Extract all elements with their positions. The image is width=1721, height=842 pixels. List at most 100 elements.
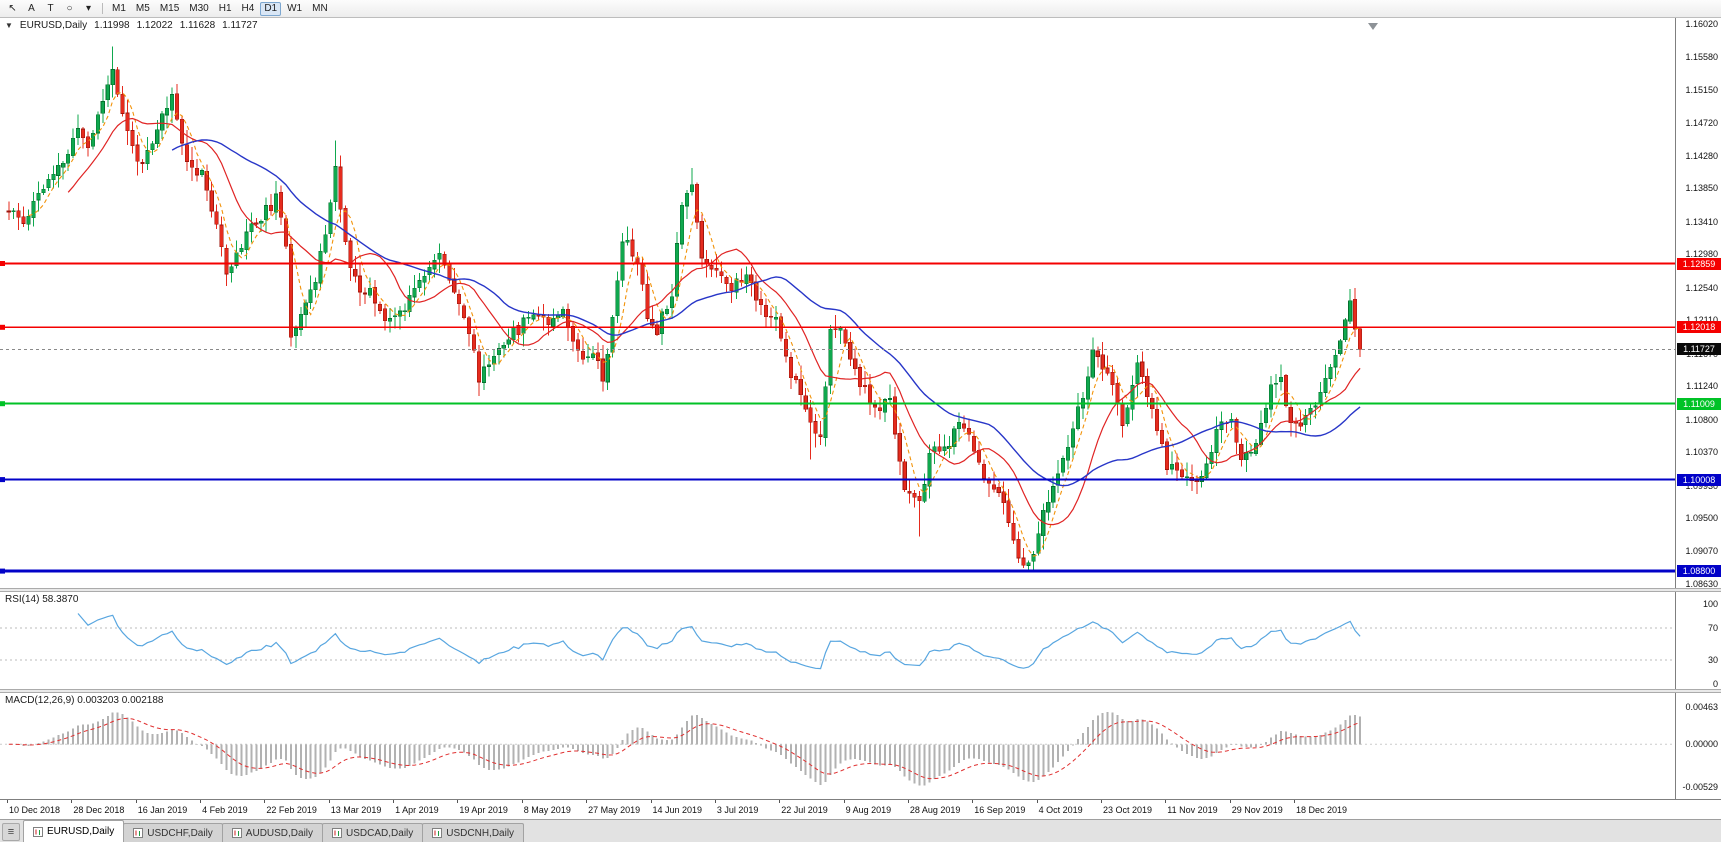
drawing-tools-group: ↖ A T ○ ▾ [4, 2, 97, 16]
rsi-axis-label: 70 [1707, 623, 1718, 633]
date-tick [457, 800, 459, 803]
timeframe-mn[interactable]: MN [312, 2, 328, 14]
price-axis-label: 1.10800 [1685, 414, 1718, 425]
tab-label: AUDUSD,Daily [245, 827, 314, 839]
toolbar-separator [102, 3, 103, 14]
macd-histogram [17, 712, 1362, 786]
date-label: 8 May 2019 [523, 805, 571, 815]
date-tick [135, 800, 137, 803]
date-tick [1294, 800, 1295, 803]
tab-audusd[interactable]: AUDUSD,Daily [221, 823, 324, 842]
date-axis[interactable]: 10 Dec 2018 28 Dec 2018 16 Jan 2019 4 Feb 2… [0, 799, 1721, 819]
price-marker-blue: 1.10008 [1677, 473, 1721, 486]
rsi-indicator-panel[interactable]: RSI(14) 58.3870 [0, 592, 1675, 689]
candlestick-chart[interactable] [0, 18, 1675, 588]
date-tick [1036, 800, 1038, 803]
date-label: 10 Dec 2018 [9, 805, 61, 815]
price-axis-label: 1.14720 [1685, 117, 1718, 128]
price-axis-label: 1.09500 [1685, 513, 1718, 524]
timeframe-m15[interactable]: M15 [159, 2, 180, 14]
arrow-tool-a[interactable]: A [28, 2, 35, 14]
date-label: 1 Apr 2019 [395, 805, 439, 815]
date-label: 16 Jan 2019 [137, 805, 188, 815]
date-tick [521, 800, 523, 803]
timeframe-m30[interactable]: M30 [189, 2, 209, 14]
date-tick [714, 800, 716, 803]
ma-5-line [28, 92, 1361, 557]
timeframe-w1[interactable]: W1 [287, 2, 303, 14]
panel-splitter[interactable] [0, 689, 1721, 693]
tab-usdcad[interactable]: USDCAD,Daily [322, 823, 424, 842]
macd-axis-label: 0.00000 [1685, 739, 1718, 750]
date-tick [1229, 800, 1231, 803]
date-label: 23 Oct 2019 [1103, 805, 1153, 815]
tab-usdchf[interactable]: USDCHF,Daily [123, 823, 223, 842]
date-tick [586, 800, 588, 803]
timeframe-m5[interactable]: M5 [135, 2, 150, 14]
hline-handle[interactable] [0, 401, 5, 407]
tab-label: USDCNH,Daily [446, 827, 515, 839]
price-axis-label: 1.09070 [1685, 545, 1718, 556]
cursor-icon[interactable]: ↖ [8, 2, 17, 14]
macd-chart [0, 712, 1675, 786]
rsi-axis-label: 30 [1707, 655, 1718, 665]
date-label: 22 Feb 2019 [266, 805, 317, 815]
date-label: 28 Dec 2018 [73, 805, 125, 815]
date-label: 13 Mar 2019 [330, 805, 382, 815]
date-tick [328, 800, 330, 803]
price-axis-label: 1.16020 [1685, 19, 1718, 29]
date-label: 16 Sep 2019 [974, 805, 1026, 815]
hline-handle[interactable] [0, 324, 5, 330]
timeframe-group: M1 M5 M15 M30 H1 H4 D1 W1 MN [108, 1, 332, 16]
price-axis-label: 1.14280 [1685, 150, 1718, 161]
timeframe-m1[interactable]: M1 [112, 2, 126, 14]
price-marker-blue: 1.08800 [1677, 565, 1721, 578]
tab-label: USDCHF,Daily [147, 827, 213, 839]
price-axis-label: 1.08630 [1685, 579, 1718, 589]
price-axis-label: 1.13410 [1685, 216, 1718, 227]
hline-handle[interactable] [0, 261, 5, 266]
ma-34-line [171, 139, 1361, 487]
date-label: 27 May 2019 [588, 805, 641, 815]
date-tick [71, 800, 73, 803]
chart-tab-icon [332, 828, 343, 838]
chart-toolbar: ↖ A T ○ ▾ M1 M5 M15 M30 H1 H4 D1 W1 MN [0, 0, 1721, 18]
date-label: 9 Aug 2019 [845, 805, 892, 815]
date-tick [200, 800, 202, 803]
date-tick [393, 800, 395, 803]
rsi-axis-label: 0 [1712, 679, 1718, 689]
hline-handle[interactable] [0, 477, 5, 483]
tab-list-button[interactable]: ≡ [2, 823, 20, 841]
hline-handle[interactable] [0, 568, 5, 574]
macd-signal-line [8, 717, 1361, 780]
timeframe-h1[interactable]: H1 [218, 2, 232, 14]
price-axis-label: 1.10370 [1685, 447, 1718, 458]
date-label: 22 Jul 2019 [781, 805, 828, 815]
date-label: 14 Jun 2019 [652, 805, 703, 815]
date-label: 11 Nov 2019 [1167, 805, 1218, 815]
date-tick [1101, 800, 1102, 803]
chart-shift-marker-icon[interactable] [1368, 23, 1378, 30]
price-marker-red: 1.12018 [1677, 321, 1721, 334]
macd-indicator-panel[interactable]: MACD(12,26,9) 0.003203 0.002188 [0, 693, 1675, 799]
timeframe-d1[interactable]: D1 [260, 1, 282, 16]
price-axis[interactable]: 1.16020 1.15580 1.15150 1.14720 1.14280 1.138… [1675, 18, 1721, 799]
tab-usdcnh[interactable]: USDCNH,Daily [422, 823, 525, 842]
panel-splitter[interactable] [0, 588, 1721, 592]
date-label: 19 Apr 2019 [459, 805, 508, 815]
chevron-down-icon[interactable]: ▾ [85, 2, 92, 14]
timeframe-h4[interactable]: H4 [241, 2, 255, 14]
date-label: 28 Aug 2019 [909, 805, 961, 815]
chart-tab-icon [33, 826, 43, 837]
current-price-marker: 1.11727 [1677, 343, 1721, 356]
date-label: 18 Dec 2019 [1296, 805, 1348, 815]
date-tick [907, 800, 909, 803]
price-chart-panel[interactable]: ▼ EURUSD,Daily 1.11998 1.12022 1.11628 1… [0, 18, 1675, 588]
shapes-tool-icon[interactable]: ○ [66, 2, 73, 14]
date-label: 4 Oct 2019 [1038, 805, 1083, 815]
tab-eurusd[interactable]: EURUSD,Daily [23, 820, 125, 842]
date-tick [972, 800, 974, 803]
macd-axis-label: 0.00463 [1685, 702, 1718, 712]
text-tool-t[interactable]: T [47, 2, 54, 14]
price-axis-label: 1.15580 [1685, 52, 1718, 63]
